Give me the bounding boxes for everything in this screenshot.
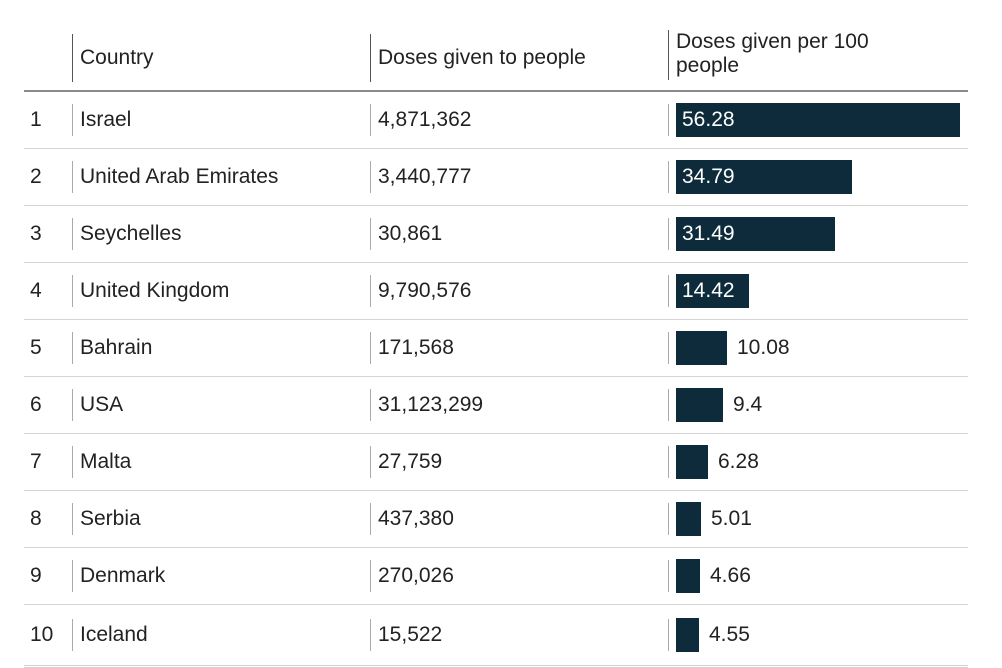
table-body: 1 Israel 4,871,362 56.28 2 United Arab Emirat… [24, 92, 968, 668]
bar-value-label: 34.79 [682, 165, 735, 188]
country-name: Denmark [72, 560, 370, 592]
doses-given: 3,440,777 [370, 161, 668, 193]
bar-value-label: 31.49 [682, 222, 735, 245]
doses-given: 437,380 [370, 503, 668, 535]
bar-cell: 6.28 [668, 445, 968, 479]
table-row: 3 Seychelles 30,861 31.49 [24, 206, 968, 263]
bar-mark: 14.42 [676, 274, 749, 308]
bar-mark: 56.28 [676, 103, 960, 137]
header-doses-per-100-line1: Doses given per 100 [676, 30, 869, 53]
table-row: 1 Israel 4,871,362 56.28 [24, 92, 968, 149]
bar-cell: 31.49 [668, 217, 968, 251]
bar-value-label: 14.42 [682, 279, 735, 302]
bar-cell: 34.79 [668, 160, 968, 194]
rank-number: 10 [30, 623, 54, 646]
country-name: United Kingdom [72, 275, 370, 307]
bar-mark [676, 559, 700, 593]
table-row: 10 Iceland 15,522 4.55 [24, 605, 968, 668]
rank-number: 9 [30, 564, 42, 587]
bar-value-label: 4.66 [710, 564, 751, 587]
doses-given: 15,522 [370, 619, 668, 651]
bar-cell: 4.66 [668, 559, 968, 593]
table-row: 8 Serbia 437,380 5.01 [24, 491, 968, 548]
bar-value-label: 6.28 [718, 450, 759, 473]
header-doses-per-100-line2: people [676, 54, 740, 77]
table-header: Country Doses given to people Doses give… [24, 28, 968, 92]
doses-given: 171,568 [370, 332, 668, 364]
table-row: 4 United Kingdom 9,790,576 14.42 [24, 263, 968, 320]
rank-number: 1 [30, 108, 42, 131]
bar-mark: 34.79 [676, 160, 852, 194]
header-doses-per-100: Doses given per 100 people [668, 30, 968, 80]
bar-mark: 31.49 [676, 217, 835, 251]
doses-given: 4,871,362 [370, 104, 668, 136]
table-row: 2 United Arab Emirates 3,440,777 34.79 [24, 149, 968, 206]
bar-cell: 5.01 [668, 502, 968, 536]
header-country: Country [72, 34, 370, 82]
doses-given: 270,026 [370, 560, 668, 592]
country-name: Iceland [72, 619, 370, 651]
vaccine-table: Country Doses given to people Doses give… [24, 28, 968, 668]
country-name: United Arab Emirates [72, 161, 370, 193]
table-row: 6 USA 31,123,299 9.4 [24, 377, 968, 434]
doses-given: 9,790,576 [370, 275, 668, 307]
country-name: Bahrain [72, 332, 370, 364]
rank-number: 7 [30, 450, 42, 473]
bar-mark [676, 445, 708, 479]
bar-mark [676, 502, 701, 536]
country-name: Seychelles [72, 218, 370, 250]
bar-value-label: 56.28 [682, 108, 735, 131]
rank-number: 8 [30, 507, 42, 530]
table-row: 7 Malta 27,759 6.28 [24, 434, 968, 491]
doses-given: 31,123,299 [370, 389, 668, 421]
bar-value-label: 10.08 [737, 336, 790, 359]
bar-value-label: 4.55 [709, 623, 750, 646]
bar-cell: 9.4 [668, 388, 968, 422]
rank-number: 3 [30, 222, 42, 245]
country-name: Malta [72, 446, 370, 478]
bar-mark [676, 388, 723, 422]
bar-cell: 10.08 [668, 331, 968, 365]
doses-given: 27,759 [370, 446, 668, 478]
table-row: 9 Denmark 270,026 4.66 [24, 548, 968, 605]
country-name: Serbia [72, 503, 370, 535]
country-name: USA [72, 389, 370, 421]
rank-number: 6 [30, 393, 42, 416]
bar-cell: 56.28 [668, 103, 968, 137]
doses-given: 30,861 [370, 218, 668, 250]
bar-value-label: 9.4 [733, 393, 763, 416]
bar-value-label: 5.01 [711, 507, 752, 530]
table-row: 5 Bahrain 171,568 10.08 [24, 320, 968, 377]
bar-mark [676, 618, 699, 652]
bar-cell: 14.42 [668, 274, 968, 308]
bar-cell: 4.55 [668, 618, 968, 652]
bar-mark [676, 331, 727, 365]
header-doses: Doses given to people [370, 34, 668, 82]
rank-number: 5 [30, 336, 42, 359]
rank-number: 2 [30, 165, 42, 188]
rank-number: 4 [30, 279, 42, 302]
country-name: Israel [72, 104, 370, 136]
